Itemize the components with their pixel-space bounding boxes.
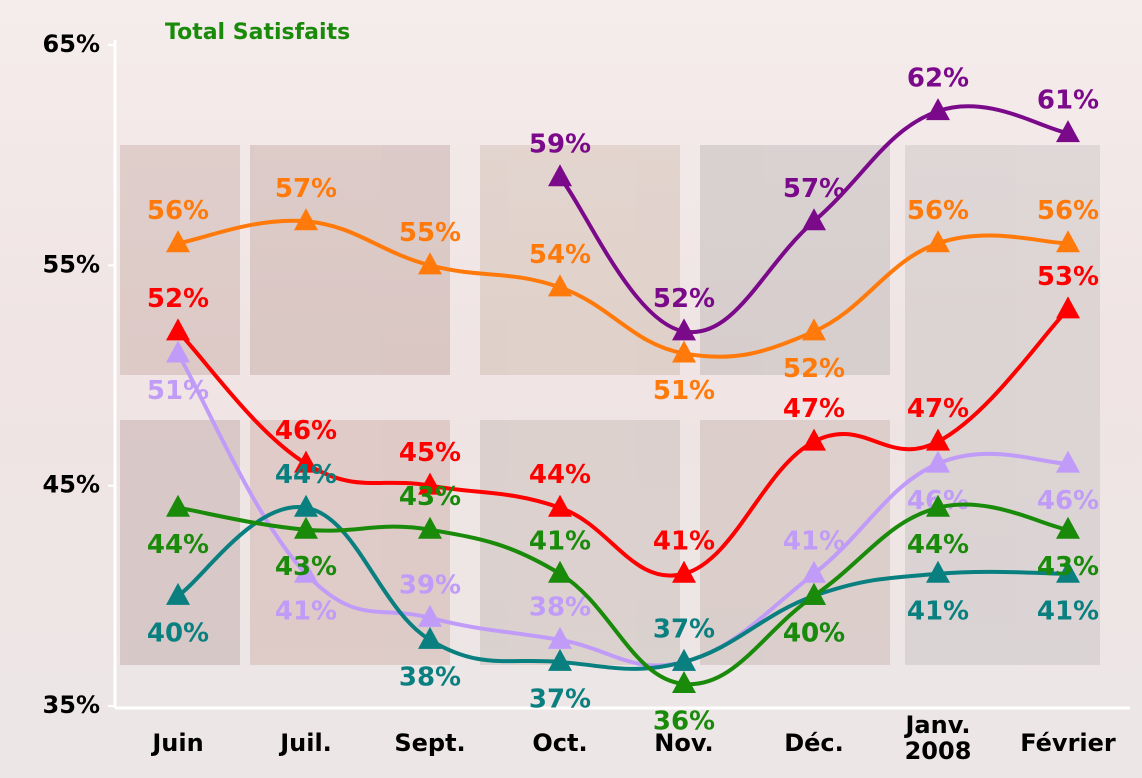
x-tick-label: Déc. <box>754 730 874 756</box>
data-label: 41% <box>1037 596 1099 626</box>
y-tick-label: 45% <box>43 471 100 499</box>
data-label: 40% <box>147 618 209 648</box>
chart: Total Satisfaits 35% 45% 55% 65% 59% 52% 57% 62… <box>0 0 1142 778</box>
data-label: 37% <box>653 614 715 644</box>
x-tick-label: Oct. <box>500 730 620 756</box>
x-tick-label: Nov. <box>624 730 744 756</box>
data-label: 38% <box>529 592 591 622</box>
data-label: 45% <box>399 438 461 468</box>
data-label: 59% <box>529 130 591 160</box>
data-label: 39% <box>399 570 461 600</box>
data-label: 37% <box>529 684 591 714</box>
y-tick-label: 55% <box>43 250 100 278</box>
data-label: 57% <box>783 174 845 204</box>
y-tick-label: 65% <box>43 30 100 58</box>
data-label: 43% <box>1037 552 1099 582</box>
x-tick-label: Janv. 2008 <box>878 712 998 764</box>
x-tick-label: Février <box>1008 730 1128 756</box>
data-label: 55% <box>399 218 461 248</box>
data-label: 47% <box>907 394 969 424</box>
data-label: 57% <box>275 174 337 204</box>
chart-title: Total Satisfaits <box>165 20 350 45</box>
data-label: 44% <box>907 530 969 560</box>
data-label: 56% <box>1037 196 1099 226</box>
data-label: 53% <box>1037 262 1099 292</box>
x-tick-label: Sept. <box>370 730 490 756</box>
data-label: 43% <box>275 552 337 582</box>
data-label: 56% <box>907 196 969 226</box>
data-label: 54% <box>529 240 591 270</box>
data-label: 56% <box>147 196 209 226</box>
data-label: 44% <box>529 460 591 490</box>
data-label: 41% <box>653 526 715 556</box>
data-label: 41% <box>783 526 845 556</box>
data-label: 44% <box>147 530 209 560</box>
data-label: 47% <box>783 394 845 424</box>
data-label: 43% <box>399 482 461 512</box>
data-label: 52% <box>783 354 845 384</box>
data-label: 62% <box>907 64 969 94</box>
data-label: 52% <box>147 284 209 314</box>
chart-container: Total Satisfaits 35% 45% 55% 65% 59% 52% 57% 62… <box>0 0 1142 778</box>
x-tick-label: Juin <box>118 730 238 756</box>
data-label: 61% <box>1037 86 1099 116</box>
data-label: 51% <box>147 376 209 406</box>
data-label: 40% <box>783 618 845 648</box>
y-tick-label: 35% <box>43 691 100 719</box>
data-label: 38% <box>399 662 461 692</box>
data-label: 41% <box>529 526 591 556</box>
data-label: 46% <box>275 416 337 446</box>
data-label: 51% <box>653 376 715 406</box>
data-label: 41% <box>907 596 969 626</box>
data-label: 52% <box>653 284 715 314</box>
x-tick-label: Juil. <box>246 730 366 756</box>
data-label: 46% <box>1037 486 1099 516</box>
data-label: 41% <box>275 596 337 626</box>
data-label: 44% <box>275 460 337 490</box>
